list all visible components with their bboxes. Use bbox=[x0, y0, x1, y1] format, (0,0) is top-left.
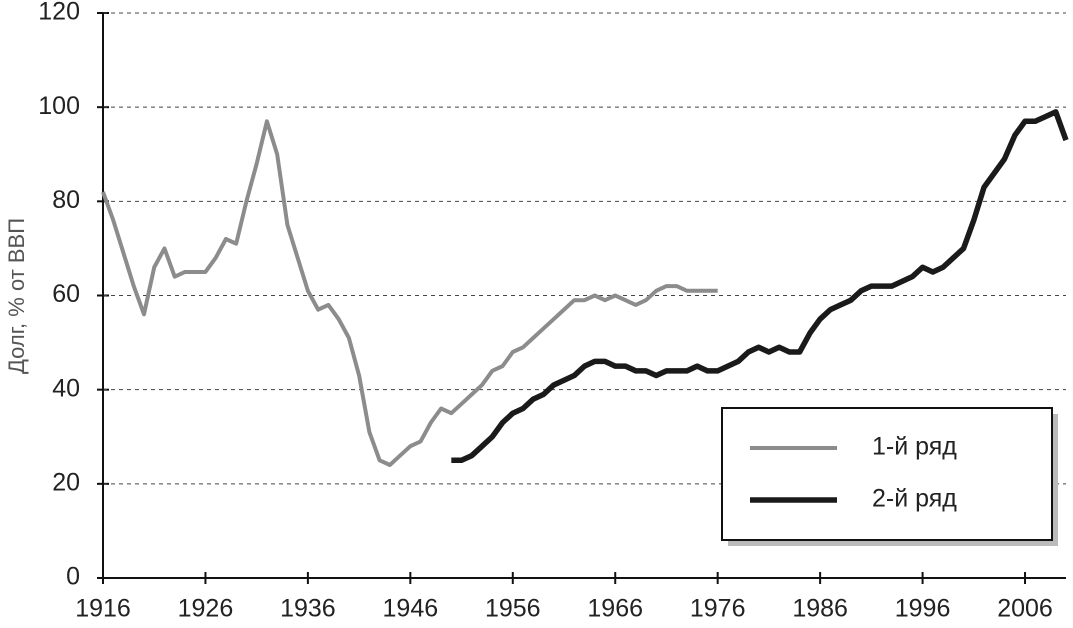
y-tick-label: 0 bbox=[66, 563, 80, 591]
x-tick-label: 1976 bbox=[690, 595, 746, 623]
x-tick-label: 1996 bbox=[895, 595, 951, 623]
x-tick-label: 1986 bbox=[792, 595, 848, 623]
y-tick-label: 20 bbox=[52, 468, 80, 496]
series-line bbox=[101, 119, 718, 467]
x-tick-label: 1966 bbox=[587, 595, 643, 623]
y-tick-label: 80 bbox=[52, 186, 80, 214]
y-tick-label: 100 bbox=[38, 92, 80, 120]
x-tick-label: 2006 bbox=[997, 595, 1053, 623]
x-tick-label: 1926 bbox=[178, 595, 234, 623]
legend-label: 2-й ряд bbox=[872, 485, 957, 513]
y-tick-label: 40 bbox=[52, 374, 80, 402]
y-tick-label: 120 bbox=[38, 0, 80, 26]
x-tick-label: 1956 bbox=[485, 595, 541, 623]
legend-label: 1-й ряд bbox=[872, 433, 957, 461]
y-axis-label: Долг, % от ВВП bbox=[4, 218, 29, 374]
series-line bbox=[451, 109, 1069, 464]
x-tick-label: 1936 bbox=[280, 595, 336, 623]
legend bbox=[721, 407, 1053, 541]
y-tick-label: 60 bbox=[52, 280, 80, 308]
x-tick-label: 1916 bbox=[75, 595, 131, 623]
x-tick-label: 1946 bbox=[383, 595, 439, 623]
